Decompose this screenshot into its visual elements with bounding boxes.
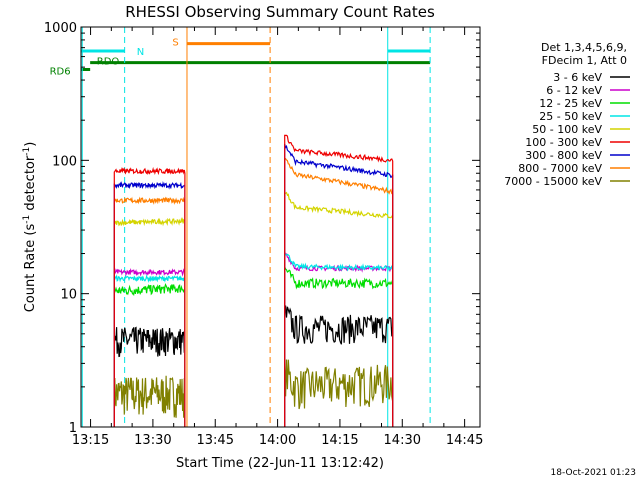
legend-entry-label: 100 - 300 keV: [525, 136, 602, 149]
vline-layer: [81, 27, 431, 427]
series-line-7000-15000-kev-seg1: [113, 375, 186, 427]
series-line-50-100-kev-seg2: [284, 191, 394, 427]
series-3-6-kev: [113, 305, 394, 427]
x-tick-label: 14:30: [384, 433, 421, 448]
x-axis-label: Start Time (22-Jun-11 13:12:42): [176, 456, 384, 471]
y-axis-label-mid: detector: [23, 155, 38, 215]
series-line-300-800-kev-seg2: [284, 143, 394, 427]
series-line-800-7000-kev-seg2: [284, 157, 394, 427]
flag-label-rd6: RD6: [50, 67, 71, 78]
y-axis-label-sup2: -1: [22, 147, 32, 156]
legend: Det 1,3,4,5,6,9,FDecim 1, Att 0 3 - 6 keV…: [504, 41, 630, 188]
series-100-300-kev: [113, 134, 394, 427]
legend-entry-label: 7000 - 15000 keV: [504, 175, 602, 188]
series-line-3-6-kev-seg1: [113, 326, 186, 427]
series-line-50-100-kev-seg1: [113, 217, 186, 427]
y-tick-label: 10: [60, 288, 77, 303]
x-tick-label: 13:15: [72, 433, 109, 448]
series-50-100-kev: [113, 191, 394, 427]
series-line-12-25-kev-seg2: [284, 266, 394, 427]
series-line-25-50-kev-seg2: [284, 251, 394, 427]
series-line-100-300-kev-seg1: [113, 166, 186, 427]
series-12-25-kev: [113, 266, 394, 427]
series-300-800-kev: [113, 143, 394, 427]
y-tick-label: 1: [69, 421, 77, 436]
series-line-6-12-kev-seg1: [113, 267, 186, 427]
legend-header-line: FDecim 1, Att 0: [542, 54, 627, 67]
chart-title: RHESSI Observing Summary Count Rates: [125, 3, 435, 21]
flag-label-n: N: [137, 47, 144, 58]
y-tick-label: 1000: [44, 21, 77, 36]
legend-entry-label: 3 - 6 keV: [553, 71, 602, 84]
x-tick-label: 13:45: [197, 433, 234, 448]
y-axis-label-end: ): [23, 142, 38, 147]
x-tick-label: 13:30: [134, 433, 171, 448]
series-25-50-kev: [113, 251, 394, 427]
legend-header-line: Det 1,3,4,5,6,9,: [541, 41, 627, 54]
series-7000-15000-kev: [113, 356, 394, 427]
flag-label-rdo: RDO: [97, 57, 120, 68]
legend-entry-label: 300 - 800 keV: [525, 149, 602, 162]
legend-entry-label: 12 - 25 keV: [539, 97, 602, 110]
y-axis-label-main: Count Rate (s: [23, 224, 38, 313]
y-axis-label: Count Rate (s-1 detector-1): [22, 142, 38, 313]
x-tick-label: 14:15: [321, 433, 358, 448]
series-line-100-300-kev-seg2: [284, 134, 394, 427]
y-axis-label-sup1: -1: [22, 215, 32, 224]
x-tick-label: 14:00: [259, 433, 296, 448]
series-line-12-25-kev-seg1: [113, 282, 186, 427]
legend-entry-label: 50 - 100 keV: [532, 123, 602, 136]
series-line-7000-15000-kev-seg2: [284, 356, 394, 427]
x-tick-label: 14:45: [446, 433, 483, 448]
series-line-300-800-kev-seg1: [113, 180, 186, 427]
footer-timestamp: 18-Oct-2021 01:23: [551, 468, 636, 478]
legend-entry-label: 800 - 7000 keV: [518, 162, 602, 175]
series-line-3-6-kev-seg2: [284, 305, 394, 427]
series-layer: [113, 134, 394, 427]
series-800-7000-kev: [113, 157, 394, 427]
plot-frame: [80, 26, 481, 428]
series-line-25-50-kev-seg1: [113, 274, 186, 427]
y-tick-label: 100: [52, 154, 77, 169]
flag-label-s: S: [172, 37, 178, 48]
legend-entry-label: 25 - 50 keV: [539, 110, 602, 123]
axes-layer: 13:15 13:30 13:45 14:00 14:15 14:30 14:45 1 10 10…: [44, 21, 483, 448]
legend-entry-label: 6 - 12 keV: [546, 84, 602, 97]
series-line-800-7000-kev-seg1: [113, 196, 186, 427]
